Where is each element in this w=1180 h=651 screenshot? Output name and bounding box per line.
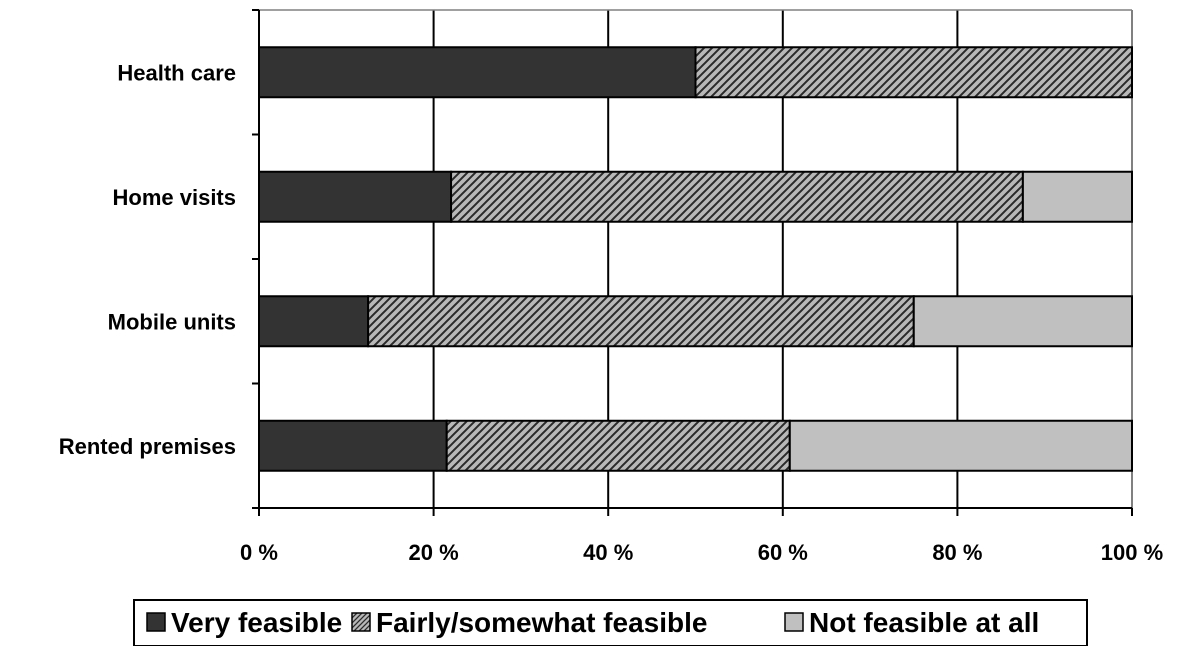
bar-fairly-feasible-1 xyxy=(450,170,1024,223)
bar-not-feasible-3 xyxy=(788,419,1133,472)
bar-fairly-feasible-2 xyxy=(367,295,915,348)
x-tick-label-60: 60 % xyxy=(758,540,808,565)
tick-labels: Health care Home visits Mobile units Rented… xyxy=(59,60,1163,565)
category-label-2: Mobile units xyxy=(108,309,236,334)
axes xyxy=(252,9,1133,516)
category-label-3: Rented premises xyxy=(59,434,236,459)
category-label-1: Home visits xyxy=(113,185,237,210)
x-tick-label-40: 40 % xyxy=(583,540,633,565)
bar-very-feasible-0 xyxy=(258,46,697,99)
bar-fairly-feasible-0 xyxy=(694,46,1133,99)
bar-not-feasible-2 xyxy=(912,295,1133,348)
x-tick-label-0: 0 % xyxy=(240,540,278,565)
bar-very-feasible-1 xyxy=(258,170,453,223)
legend-label-not-feasible: Not feasible at all xyxy=(809,607,1039,638)
bars xyxy=(258,46,1133,472)
legend-box xyxy=(133,599,1088,647)
bar-fairly-feasible-3 xyxy=(445,419,791,472)
legend: Very feasible Fairly/somewhat feasible Not… xyxy=(133,599,1088,647)
legend-swatch-fairly-feasible xyxy=(351,612,371,632)
legend-label-fairly-feasible: Fairly/somewhat feasible xyxy=(376,607,707,638)
legend-label-very-feasible: Very feasible xyxy=(171,607,342,638)
legend-swatch-not-feasible xyxy=(784,612,804,632)
bar-very-feasible-3 xyxy=(258,419,448,472)
category-label-0: Health care xyxy=(117,60,236,85)
x-tick-label-80: 80 % xyxy=(932,540,982,565)
bar-very-feasible-2 xyxy=(258,295,370,348)
bar-not-feasible-1 xyxy=(1021,170,1133,223)
x-tick-label-100: 100 % xyxy=(1101,540,1163,565)
x-tick-label-20: 20 % xyxy=(409,540,459,565)
legend-swatch-very-feasible xyxy=(146,612,166,632)
